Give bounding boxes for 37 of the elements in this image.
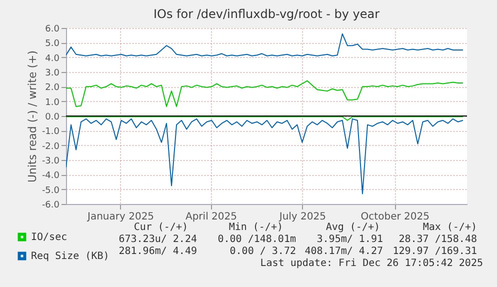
y-tick-label: -5.0 (42, 186, 60, 196)
text: Cur (-/+) (134, 222, 188, 233)
legend-label: Req Size (KB) (31, 251, 110, 262)
y-tick-label: 5.0 (45, 39, 60, 50)
text: 408.17m/ 4.27 (304, 246, 383, 257)
text: 129.97 /169.31 (392, 246, 477, 257)
y-tick-label: 2.0 (45, 83, 60, 94)
line-series (66, 33, 464, 56)
chart-title: IOs for /dev/influxdb-vg/root - by year (153, 7, 380, 21)
y-tick-label: -4.0 (42, 171, 60, 182)
line-series (66, 80, 464, 107)
y-tick-label: 0.0 (45, 112, 60, 122)
text: 281.96m/ 4.49 (118, 246, 197, 257)
text: 28.37 /158.48 (398, 234, 477, 245)
text: 3.95m/ 1.91 (316, 234, 383, 245)
x-tick-label: July 2025 (278, 212, 326, 222)
y-tick-label: 1.0 (45, 98, 60, 108)
text: Max (-/+) (422, 222, 477, 233)
text: Min (-/+) (228, 222, 283, 233)
y-tick-label: -3.0 (42, 156, 60, 166)
text: 673.23u/ 2.24 (118, 234, 197, 245)
text: Last update: Fri Dec 26 17:05:42 2025 (260, 258, 483, 269)
y-tick-label: -2.0 (42, 142, 60, 152)
y-tick-label: 3.0 (45, 68, 60, 78)
y-tick-label: 4.0 (45, 54, 60, 64)
y-tick-label: -1.0 (42, 127, 60, 138)
text: 0.00 /148.01m (218, 234, 296, 245)
text: Avg (-/+) (326, 222, 380, 233)
x-tick-label: October 2025 (360, 212, 430, 222)
y-axis-title: Units read (-) / write (+) (26, 50, 39, 183)
x-tick-label: April 2025 (185, 212, 237, 222)
text: 0.00 / 3.72 (230, 246, 296, 257)
legend-label: IO/sec (31, 232, 68, 243)
x-tick-label: January 2025 (86, 212, 154, 222)
y-tick-label: -6.0 (42, 200, 60, 210)
y-tick-label: 6.0 (45, 24, 60, 34)
line-series (66, 118, 464, 194)
